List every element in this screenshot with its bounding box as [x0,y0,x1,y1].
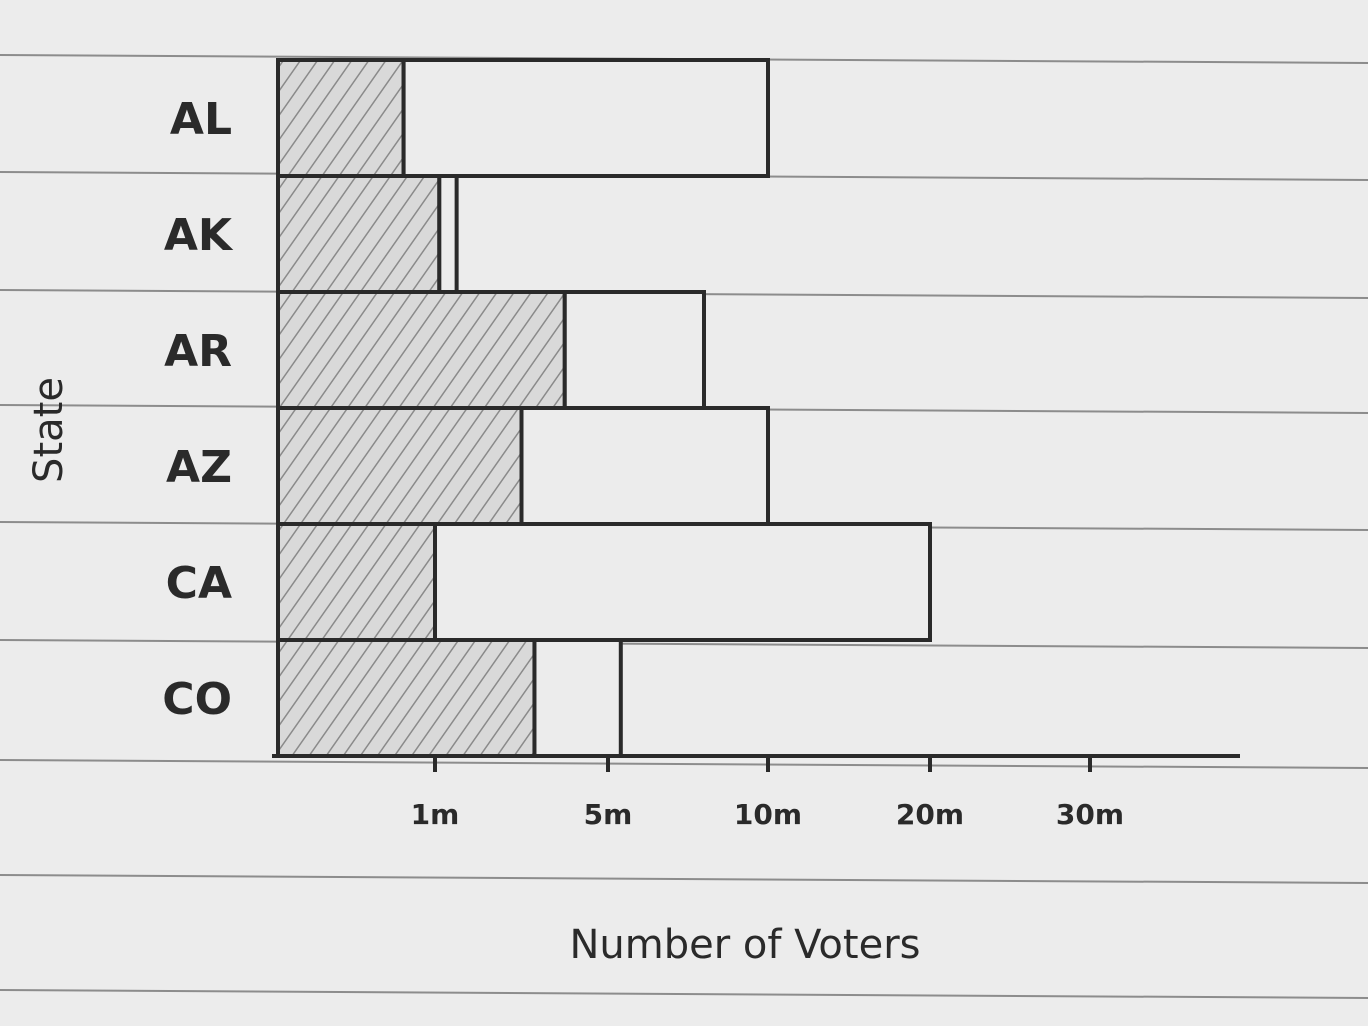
bar-ar-hatched [276,290,567,410]
bar-co-hatched [276,638,537,758]
bar-az-plain [519,406,770,526]
bar-az-hatched [276,406,524,526]
x-axis-title: Number of Voters [570,922,921,968]
x-tick-label-1m: 1m [411,798,460,831]
bar-ak-hatched [276,174,442,294]
labels-group: AL AK AR AZ CA CO [162,94,234,725]
bar-al-plain [401,58,770,178]
x-tick-label-30m: 30m [1056,798,1124,831]
ruled-line-8 [0,989,1368,999]
x-tick-label-10m: 10m [734,798,802,831]
y-axis-title: State [26,377,72,483]
x-tick-label-5m: 5m [584,798,633,831]
category-label-ar: AR [164,326,232,377]
bar-ca-hatched [276,522,437,642]
bar-ca-plain [433,522,932,642]
bar-ak-plain [437,174,459,294]
bar-al-hatched [276,58,406,178]
category-label-ca: CA [166,558,232,609]
category-label-co: CO [162,674,232,725]
category-label-ak: AK [164,210,234,261]
x-axis: 1m 5m 10m 20m 30m [272,754,1240,831]
ruled-line-6 [0,759,1368,769]
bars-group [276,58,932,758]
x-tick-label-20m: 20m [896,798,964,831]
category-label-az: AZ [166,442,232,493]
bar-ar-plain [562,290,706,410]
category-label-al: AL [170,94,232,145]
bar-co-plain [532,638,623,758]
ruled-line-5 [0,639,1368,649]
ruled-line-7 [0,874,1368,884]
